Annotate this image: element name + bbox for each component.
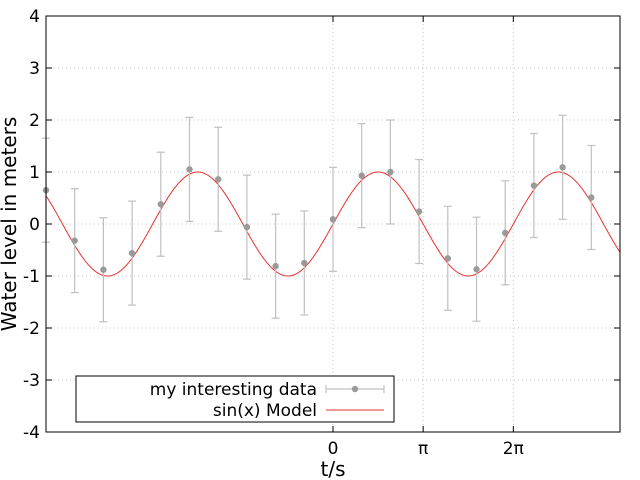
- y-axis-label: Water level in meters: [0, 117, 21, 332]
- x-tick-label: 0: [328, 439, 339, 459]
- y-tick-label: 2: [29, 111, 40, 131]
- y-tick-label: 3: [29, 59, 40, 79]
- y-tick-label: 0: [29, 215, 40, 235]
- y-axis-ticks: -4 -3 -2 -1 0 1 2 3 4: [23, 7, 620, 443]
- data-point: [100, 266, 107, 273]
- data-point: [502, 229, 509, 237]
- data-series: [42, 114, 596, 323]
- data-point: [559, 164, 566, 171]
- legend-label-data: my interesting data: [150, 380, 317, 400]
- data-point: [329, 216, 337, 223]
- legend: my interesting data sin(x) Model: [75, 375, 395, 423]
- x-tick-label: π: [418, 439, 428, 459]
- data-point: [243, 223, 251, 231]
- data-point: [128, 249, 136, 257]
- data-point: [186, 166, 193, 173]
- x-axis-label: t/s: [321, 457, 346, 480]
- data-point: [215, 176, 222, 183]
- data-point: [71, 237, 78, 244]
- legend-point: [351, 385, 359, 393]
- data-point: [473, 266, 480, 273]
- y-tick-label: 4: [29, 7, 40, 27]
- legend-label-model: sin(x) Model: [213, 401, 317, 421]
- x-tick-label: 2π: [503, 439, 524, 459]
- y-tick-label: 1: [29, 163, 40, 183]
- legend-sample-data: [325, 385, 385, 393]
- y-tick-label: -4: [23, 423, 40, 443]
- data-point: [444, 255, 451, 262]
- data-point: [530, 182, 538, 189]
- y-tick-label: -3: [23, 371, 40, 391]
- data-point: [588, 194, 595, 201]
- y-tick-label: -2: [23, 319, 40, 339]
- data-point: [157, 201, 164, 208]
- y-tick-label: -1: [23, 267, 40, 287]
- legend-box: [75, 375, 395, 423]
- x-axis-ticks: 0 π 2π: [328, 16, 524, 459]
- data-point: [358, 172, 365, 179]
- data-point: [301, 259, 308, 267]
- data-point: [415, 208, 423, 215]
- data-point: [387, 168, 394, 176]
- data-point: [272, 262, 279, 270]
